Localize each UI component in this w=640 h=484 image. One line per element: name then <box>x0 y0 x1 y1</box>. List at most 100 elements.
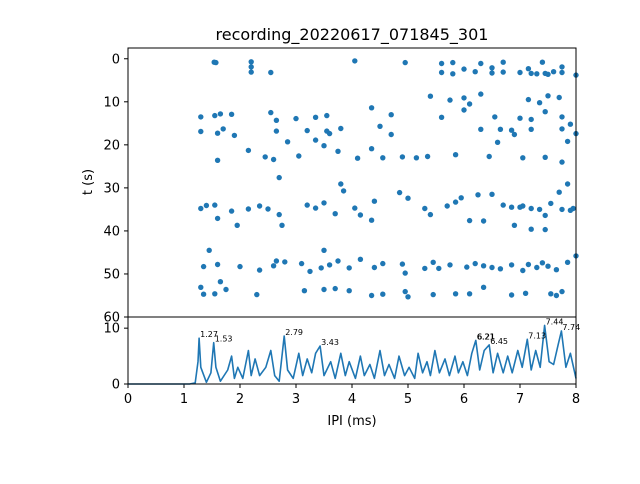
scatter-point <box>528 126 534 132</box>
scatter-point <box>500 69 506 75</box>
scatter-point <box>265 206 271 212</box>
scatter-point <box>245 206 252 212</box>
scatter-point <box>520 155 526 161</box>
scatter-point <box>542 226 548 233</box>
scatter-point <box>276 211 282 218</box>
scatter-point <box>542 109 548 115</box>
scatter-point <box>466 101 473 107</box>
scatter-point <box>520 203 526 209</box>
scatter-point <box>444 203 450 209</box>
scatter-point <box>478 91 484 97</box>
scatter-point <box>489 65 495 71</box>
scatter-point <box>559 288 565 295</box>
scatter-point <box>262 154 268 160</box>
scatter-point <box>217 111 224 117</box>
scatter-point <box>237 263 243 270</box>
scatter-point <box>480 218 487 224</box>
scatter-point <box>248 59 254 65</box>
scatter-point <box>452 199 459 205</box>
bottom-plot-frame <box>127 316 577 385</box>
peak-label: 6.21 <box>477 332 495 341</box>
scatter-point <box>559 114 565 120</box>
scatter-point <box>298 260 305 267</box>
scatter-point <box>354 155 361 161</box>
scatter-point <box>545 71 551 78</box>
scatter-point <box>268 69 274 76</box>
top-y-tick-label: 60 <box>103 311 120 326</box>
scatter-point <box>214 215 221 222</box>
scatter-point <box>198 205 204 212</box>
scatter-point <box>517 69 523 76</box>
scatter-point <box>511 131 518 138</box>
scatter-point <box>466 217 473 224</box>
scatter-point <box>368 292 375 299</box>
scatter-point <box>545 93 551 99</box>
scatter-point <box>553 292 560 299</box>
scatter-point <box>212 291 218 297</box>
scatter-point <box>321 286 327 293</box>
scatter-point <box>528 226 534 232</box>
bottom-x-tick-label: 4 <box>348 392 356 407</box>
top-y-axis-label: t (s) <box>81 169 96 195</box>
peak-label: 7.13 <box>528 331 546 340</box>
scatter-point <box>332 285 338 292</box>
scatter-point <box>413 155 420 161</box>
scatter-point <box>559 159 565 165</box>
scatter-point <box>500 59 506 65</box>
bottom-x-tick-label: 7 <box>516 392 524 407</box>
scatter-point <box>489 264 495 271</box>
scatter-point <box>380 260 386 267</box>
bottom-ticks: 0 1 2 3 4 5 6 7 8 0 10 <box>103 322 580 407</box>
scatter-point <box>559 64 565 70</box>
scatter-point <box>520 267 526 274</box>
scatter-point <box>270 156 277 163</box>
scatter-point <box>528 116 534 123</box>
scatter-point <box>564 259 571 265</box>
scatter-point <box>438 114 445 121</box>
scatter-point <box>371 198 378 204</box>
scatter-point <box>399 261 406 267</box>
peak-label: 3.43 <box>321 338 339 347</box>
scatter-point <box>559 126 565 132</box>
scatter-point <box>296 153 302 159</box>
scatter-point <box>245 147 252 154</box>
scatter-point <box>539 260 546 266</box>
scatter-point <box>528 205 534 212</box>
scatter-point <box>534 264 540 271</box>
scatter-point <box>548 200 554 207</box>
scatter-point <box>480 263 487 269</box>
scatter-point <box>550 69 557 75</box>
peak-label: 1.27 <box>200 330 218 339</box>
scatter-point <box>438 69 445 76</box>
scatter-point <box>321 200 327 206</box>
scatter-point <box>206 247 212 253</box>
scatter-point <box>461 95 467 101</box>
bottom-x-tick-label: 1 <box>180 392 188 407</box>
scatter-point <box>553 267 560 273</box>
scatter-point <box>248 64 254 70</box>
bottom-y-tick-label: 10 <box>103 322 120 337</box>
top-ticks: 0 10 20 30 40 50 60 <box>103 52 128 326</box>
scatter-point <box>273 128 280 134</box>
scatter-point <box>228 111 235 118</box>
scatter-point <box>424 153 431 160</box>
scatter-point <box>486 153 492 160</box>
scatter-point <box>402 59 408 66</box>
scatter-point <box>388 112 394 118</box>
scatter-point <box>542 154 548 160</box>
scatter-point <box>312 137 319 143</box>
peak-annotations: 1.271.532.793.436.216.216.457.137.447.74 <box>200 317 580 347</box>
scatter-point <box>198 284 204 290</box>
scatter-point <box>478 60 484 67</box>
scatter-point <box>256 267 263 273</box>
scatter-point <box>478 126 484 132</box>
scatter-point <box>570 205 576 212</box>
bottom-series-line <box>128 324 577 385</box>
scatter-point <box>324 112 330 119</box>
scatter-point <box>452 291 459 297</box>
bottom-x-tick-label: 8 <box>572 392 580 407</box>
top-points <box>198 58 579 300</box>
scatter-point <box>338 181 344 187</box>
